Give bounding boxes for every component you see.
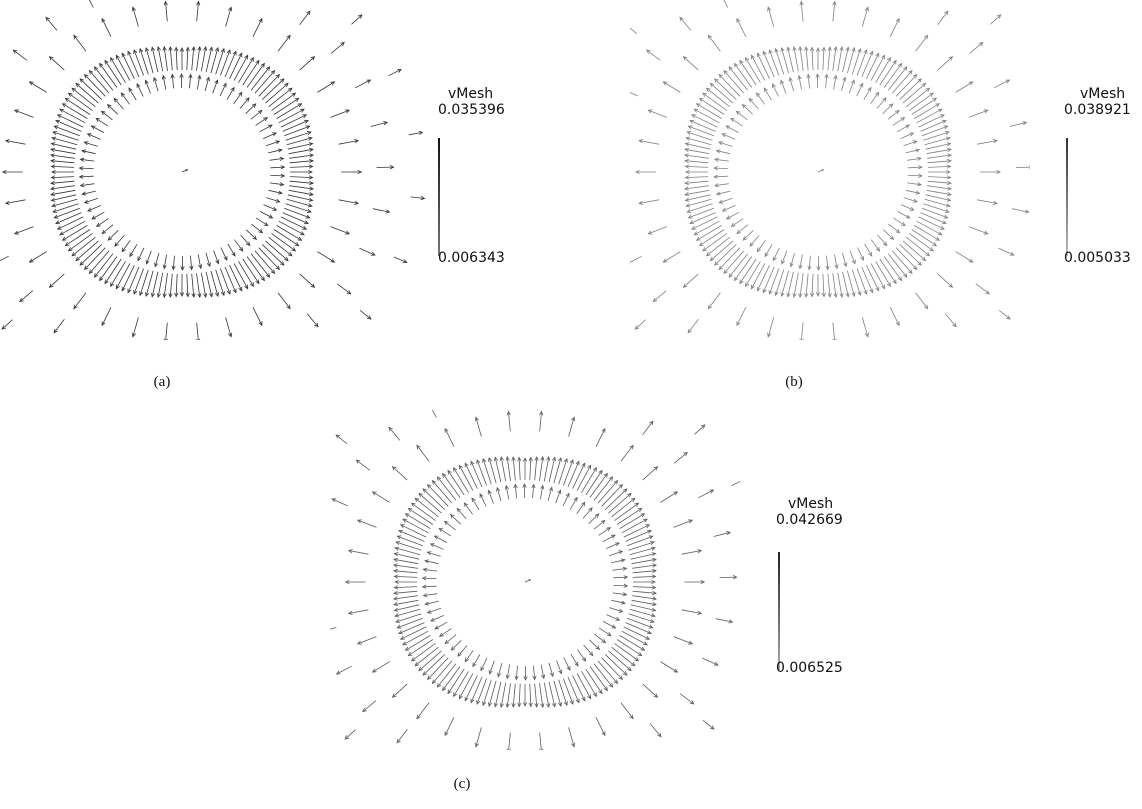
panel-b: vMesh 0.038921 0.005033 (b): [600, 0, 1142, 400]
legend-title: vMesh: [788, 496, 834, 512]
panel-c: vMesh 0.042669 0.006525 (c): [330, 410, 1142, 809]
color-legend-a: vMesh 0.035396 0.006343: [436, 86, 556, 276]
vector-field-plot-a: [0, 0, 426, 340]
legend-color-bar: [1066, 138, 1068, 256]
caption-b: (b): [785, 374, 803, 390]
legend-min-value: 0.006343: [438, 250, 505, 266]
legend-min-value: 0.005033: [1064, 250, 1131, 266]
vector-field-plot-b: [630, 0, 1030, 340]
color-legend-b: vMesh 0.038921 0.005033: [1062, 86, 1142, 276]
legend-max-value: 0.042669: [776, 512, 843, 528]
color-legend-c: vMesh 0.042669 0.006525: [774, 496, 894, 686]
legend-color-bar: [778, 552, 780, 670]
legend-title: vMesh: [448, 86, 494, 102]
caption-c: (c): [453, 776, 471, 792]
legend-title: vMesh: [1080, 86, 1126, 102]
panel-a: vMesh 0.035396 0.006343 (a): [0, 0, 560, 400]
legend-min-value: 0.006525: [776, 660, 843, 676]
legend-max-value: 0.038921: [1064, 102, 1131, 118]
vector-field-plot-c: [330, 410, 740, 750]
legend-max-value: 0.035396: [438, 102, 505, 118]
caption-a: (a): [153, 374, 171, 390]
legend-color-bar: [438, 138, 440, 256]
